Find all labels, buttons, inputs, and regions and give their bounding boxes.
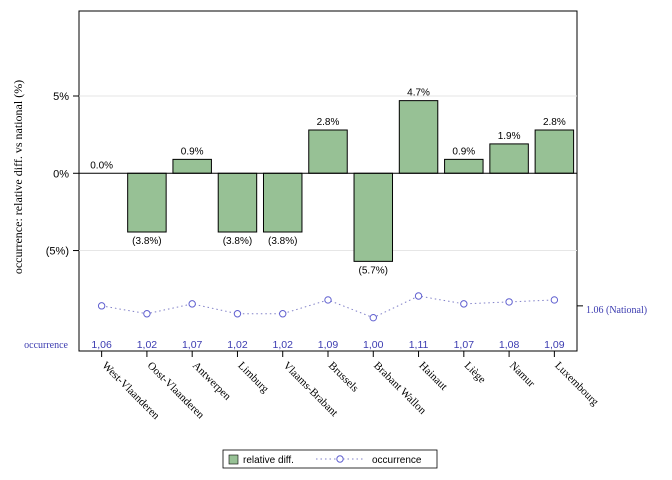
bar-8 (444, 158, 484, 174)
occurrence-point-5 (324, 296, 332, 304)
occurrence-point-8 (460, 300, 468, 308)
occurrence-value-10: 1,09 (544, 339, 565, 351)
national-reference-label: 1.06 (National) (586, 305, 647, 316)
bar-label-5: 2.8% (317, 117, 340, 128)
occurrence-value-4: 1,02 (273, 339, 294, 351)
occurrence-row-label: occurrence (24, 340, 68, 351)
x-tick-label-9: Namur (507, 360, 537, 390)
occurrence-point-10 (550, 296, 559, 304)
bar-label-0: 0.0% (90, 160, 113, 171)
bar-label-9: 1.9% (498, 131, 521, 142)
bar-label-2: 0.9% (181, 146, 204, 157)
occurrence-value-9: 1,08 (499, 339, 520, 351)
legend: relative diff. occurrence (222, 449, 438, 469)
bar-3 (217, 172, 258, 233)
x-tick-label-7: Hainaut (416, 360, 449, 393)
occurrence-point-0 (97, 302, 106, 310)
bar-10 (534, 129, 575, 174)
occurrence-value-3: 1,02 (227, 339, 248, 351)
y-tick-label-0: 5% (53, 91, 69, 103)
occurrence-value-5: 1,09 (318, 339, 339, 351)
occurrence-value-8: 1,07 (454, 339, 475, 351)
x-tick-label-3: Limburg (235, 360, 271, 396)
bar-5 (308, 129, 348, 174)
bar-label-1: (3.8%) (132, 236, 161, 247)
bar-6 (353, 172, 394, 262)
legend-line-label: occurrence (372, 455, 422, 466)
bar-2 (172, 158, 212, 174)
bar-9 (489, 143, 529, 174)
x-tick-label-2: Antwerpen (190, 360, 233, 403)
occurrence-point-4 (279, 310, 287, 318)
occurrence-point-2 (188, 300, 196, 308)
y-tick-label-2: (5%) (46, 246, 69, 258)
occurrence-point-7 (414, 292, 423, 300)
occurrence-line (101, 295, 555, 319)
occurrence-value-6: 1,00 (363, 339, 384, 351)
bar-label-6: (5.7%) (359, 265, 388, 276)
occurrence-value-2: 1,07 (182, 339, 203, 351)
bar-label-4: (3.8%) (268, 236, 297, 247)
y-axis-label: occurrence: relative diff. vs national (… (11, 80, 25, 274)
occurrence-value-0: 1,06 (91, 339, 112, 351)
bar-7 (398, 100, 439, 174)
occurrence-point-6 (369, 313, 377, 322)
bar-1 (127, 172, 167, 233)
x-tick-label-8: Liège (462, 360, 488, 386)
occurrence-point-1 (143, 310, 151, 318)
occurrence-point-9 (505, 298, 513, 306)
x-tick-label-10: Luxembourg (552, 360, 601, 409)
y-tick-label-1: 0% (53, 168, 69, 180)
x-tick-label-5: Brussels (326, 360, 361, 395)
bar-label-7: 4.7% (407, 88, 430, 99)
legend-bar-label: relative diff. (243, 455, 294, 466)
occurrence-value-7: 1,11 (409, 339, 429, 351)
bar-label-8: 0.9% (452, 146, 475, 157)
bar-4 (262, 172, 303, 233)
legend-marker-swatch (336, 455, 344, 463)
occurrence-value-1: 1,02 (137, 339, 158, 351)
bar-label-10: 2.8% (543, 117, 566, 128)
bar-label-3: (3.8%) (223, 236, 252, 247)
occurrence-point-3 (233, 310, 242, 318)
legend-bar-swatch (228, 454, 239, 465)
